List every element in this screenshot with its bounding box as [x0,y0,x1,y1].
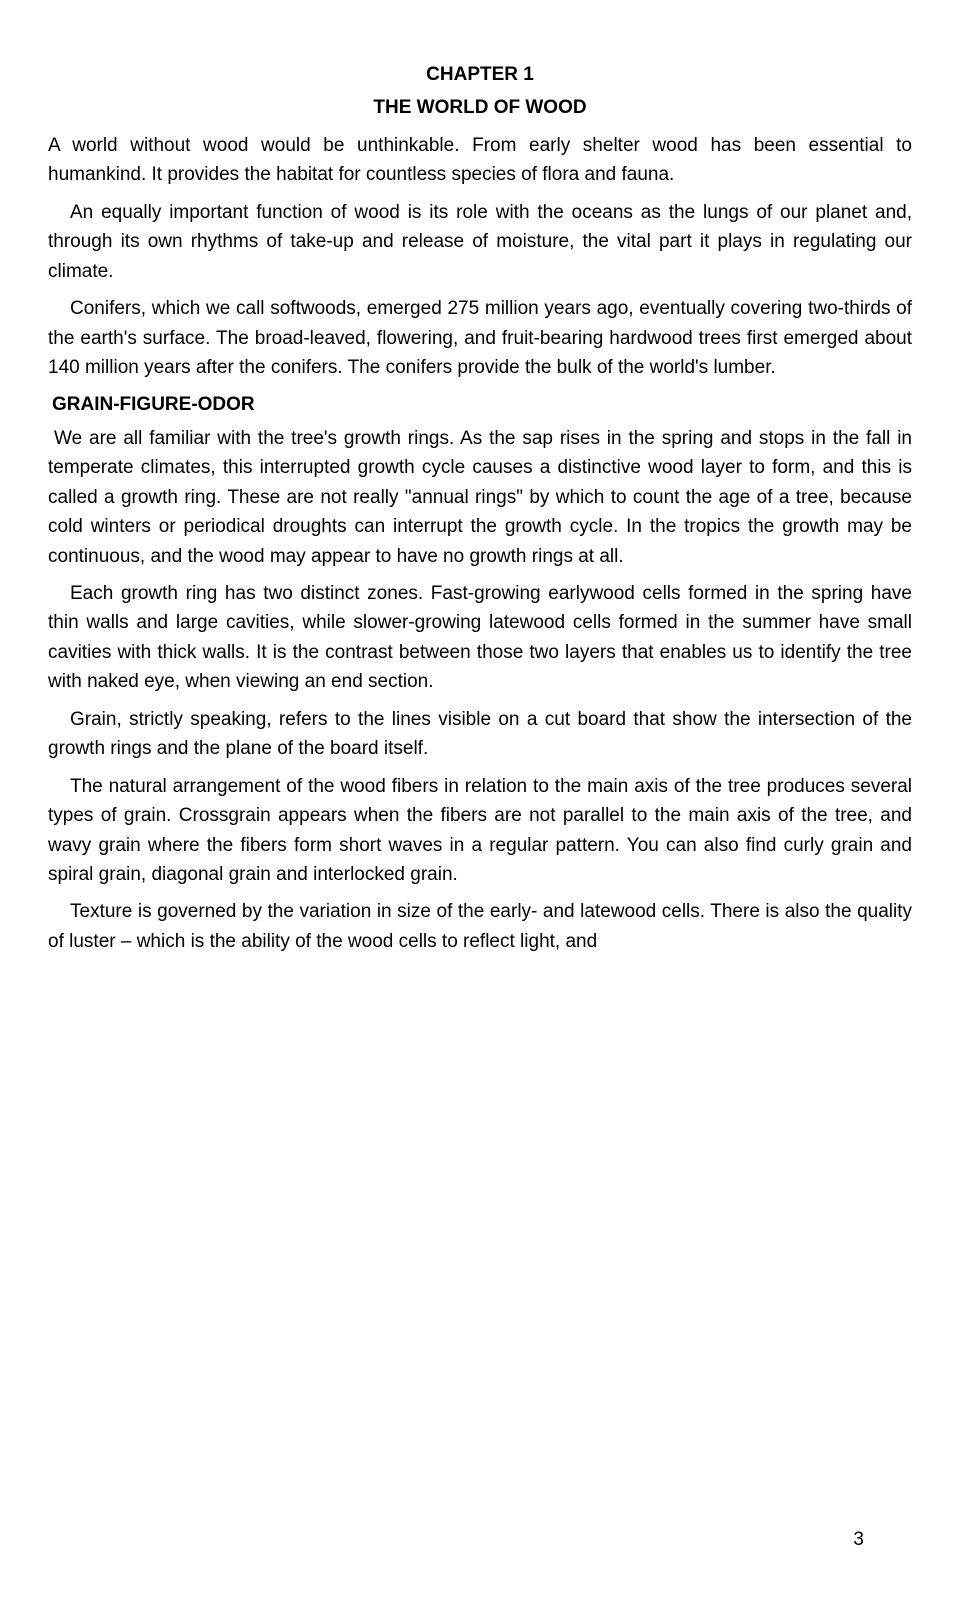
section-paragraph-5: Texture is governed by the variation in … [48,897,912,956]
page-number: 3 [853,1525,864,1554]
section-paragraph-2: Each growth ring has two distinct zones.… [48,579,912,697]
chapter-label: CHAPTER 1 [48,60,912,89]
paragraph-1: A world without wood would be unthinkabl… [48,131,912,190]
chapter-title: THE WORLD OF WOOD [48,93,912,122]
paragraph-2: An equally important function of wood is… [48,198,912,286]
section-paragraph-1: We are all familiar with the tree's grow… [48,424,912,571]
section-paragraph-4: The natural arrangement of the wood fibe… [48,772,912,890]
paragraph-3: Conifers, which we call softwoods, emerg… [48,294,912,382]
section-heading: GRAIN-FIGURE-ODOR [52,390,912,419]
section-paragraph-3: Grain, strictly speaking, refers to the … [48,705,912,764]
